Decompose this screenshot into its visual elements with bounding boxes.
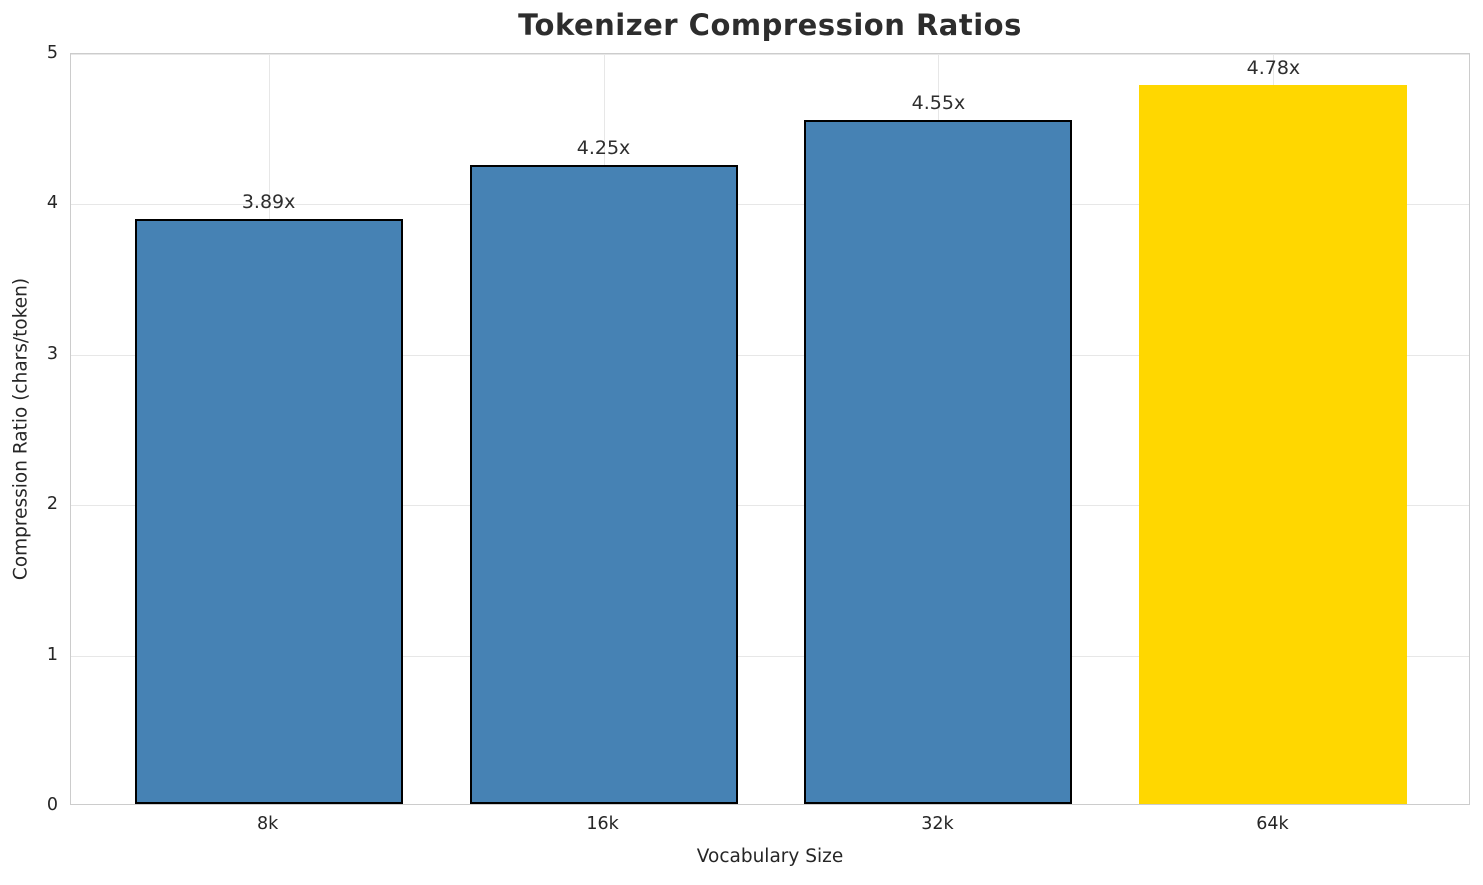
y-tick-label-3: 3 bbox=[46, 343, 58, 364]
y-tick-label-4: 4 bbox=[46, 193, 58, 214]
bar-8k bbox=[134, 218, 403, 804]
x-tick-label-8k: 8k bbox=[256, 814, 279, 834]
bar-value-label-16k: 4.25x bbox=[576, 136, 631, 159]
y-tick-label-5: 5 bbox=[46, 43, 58, 63]
h-gridline-5 bbox=[71, 54, 1469, 55]
y-tick-label-2: 2 bbox=[46, 494, 58, 515]
x-tick-label-64k: 64k bbox=[1256, 814, 1289, 834]
bar-value-label-8k: 3.89x bbox=[241, 190, 296, 213]
bar-value-label-32k: 4.55x bbox=[911, 91, 966, 114]
y-tick-label-0: 0 bbox=[46, 795, 58, 815]
bar-16k bbox=[469, 164, 738, 804]
h-gridline-1 bbox=[71, 655, 1469, 657]
chart-title: Tokenizer Compression Ratios bbox=[518, 8, 1022, 42]
h-gridline-2 bbox=[71, 505, 1469, 507]
bar-value-label-64k: 4.78x bbox=[1246, 57, 1301, 80]
x-tick-label-32k: 32k bbox=[921, 814, 954, 834]
plot-area: 3.89x 4.25x 4.55x 4.78x bbox=[70, 53, 1470, 805]
h-gridline-4 bbox=[71, 204, 1469, 206]
y-axis-label: Compression Ratio (chars/token) bbox=[10, 277, 32, 581]
x-tick-label-16k: 16k bbox=[586, 814, 619, 834]
bar-32k bbox=[804, 119, 1073, 804]
bar-64k bbox=[1139, 85, 1408, 804]
y-tick-label-1: 1 bbox=[46, 644, 58, 665]
h-gridline-3 bbox=[71, 354, 1469, 356]
x-axis-label: Vocabulary Size bbox=[696, 846, 844, 867]
